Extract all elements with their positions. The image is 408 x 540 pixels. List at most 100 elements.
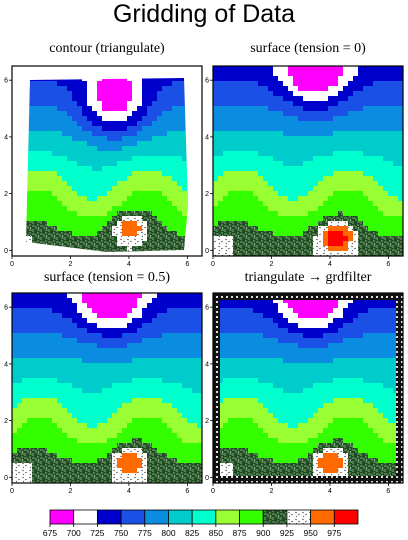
grid-cell <box>258 156 264 162</box>
grid-cell <box>137 186 143 192</box>
grid-cell <box>313 121 319 127</box>
grid-cell <box>32 363 38 369</box>
grid-cell <box>102 308 108 314</box>
grid-cell <box>167 478 173 483</box>
grid-cell <box>393 101 399 107</box>
grid-cell <box>132 383 138 389</box>
grid-cell <box>373 136 379 142</box>
grid-cell <box>192 156 197 161</box>
grid-cell <box>117 221 123 227</box>
grid-cell <box>147 478 153 483</box>
grid-cell <box>313 141 319 147</box>
grid-cell <box>373 176 379 182</box>
grid-cell <box>238 111 244 117</box>
grid-cell <box>107 408 113 414</box>
grid-cell <box>238 413 244 419</box>
grid-cell <box>62 468 68 474</box>
grid-cell <box>238 226 244 232</box>
grid-cell <box>162 196 168 202</box>
grid-cell <box>52 353 58 359</box>
grid-cell <box>162 176 168 182</box>
grid-cell <box>42 141 48 147</box>
grid-cell <box>26 96 28 102</box>
grid-cell <box>147 423 153 429</box>
grid-cell <box>258 383 264 389</box>
grid-cell <box>258 433 264 439</box>
grid-cell <box>368 216 374 222</box>
grid-cell <box>117 186 123 192</box>
grid-cell <box>62 156 68 162</box>
grid-cell <box>27 101 33 107</box>
grid-cell <box>308 176 314 182</box>
grid-cell <box>92 126 98 132</box>
grid-cell <box>268 226 274 232</box>
grid-cell <box>12 186 17 191</box>
grid-cell <box>268 246 274 252</box>
grid-cell <box>47 161 53 167</box>
grid-cell <box>278 358 284 364</box>
grid-cell <box>398 116 403 122</box>
grid-cell <box>152 348 158 354</box>
grid-cell <box>338 76 344 82</box>
grid-cell <box>52 196 58 202</box>
grid-cell <box>228 191 234 197</box>
grid-cell <box>253 91 259 97</box>
grid-cell <box>268 141 274 147</box>
grid-cell <box>273 343 279 349</box>
grid-cell <box>112 463 118 469</box>
grid-cell <box>37 191 43 197</box>
grid-cell <box>278 423 284 429</box>
grid-cell <box>223 358 229 364</box>
grid-cell <box>258 76 264 82</box>
grid-cell <box>127 216 133 222</box>
grid-cell <box>157 236 163 242</box>
grid-cell <box>22 318 28 324</box>
grid-cell <box>107 166 113 172</box>
grid-cell <box>92 226 98 232</box>
grid-cell <box>167 388 173 394</box>
grid-cell <box>122 433 128 439</box>
grid-cell <box>363 231 369 237</box>
grid-cell <box>92 66 97 71</box>
grid-cell <box>92 101 98 107</box>
grid-cell <box>62 328 68 334</box>
grid-cell <box>218 171 224 177</box>
grid-cell <box>122 338 128 344</box>
grid-cell <box>177 328 183 334</box>
grid-cell <box>82 468 88 474</box>
grid-cell <box>363 236 369 242</box>
grid-cell <box>253 388 259 394</box>
grid-cell <box>213 231 219 237</box>
grid-cell <box>112 86 118 92</box>
grid-cell <box>162 443 168 449</box>
grid-cell <box>187 343 193 349</box>
grid-cell <box>147 443 153 449</box>
grid-cell <box>87 478 93 483</box>
grid-cell <box>278 226 284 232</box>
grid-cell <box>338 91 344 97</box>
grid-cell <box>248 388 254 394</box>
x-tick-label: 6 <box>386 261 390 268</box>
grid-cell <box>192 453 198 459</box>
grid-cell <box>218 353 224 359</box>
grid-cell <box>37 313 43 319</box>
grid-cell <box>368 251 374 256</box>
grid-cell <box>298 171 304 177</box>
grid-cell <box>228 358 234 364</box>
grid-cell <box>162 151 168 157</box>
grid-cell <box>182 308 188 314</box>
grid-cell <box>82 191 88 197</box>
grid-cell <box>258 338 264 344</box>
grid-cell <box>102 91 108 97</box>
grid-cell <box>92 96 98 102</box>
grid-cell <box>162 298 168 304</box>
grid-cell <box>383 186 389 192</box>
grid-cell <box>228 186 234 192</box>
grid-cell <box>132 413 138 419</box>
grid-cell <box>147 323 153 329</box>
grid-cell <box>238 216 244 222</box>
grid-cell <box>238 438 244 444</box>
grid-cell <box>283 463 289 469</box>
grid-cell <box>268 191 274 197</box>
grid-cell <box>27 468 33 474</box>
